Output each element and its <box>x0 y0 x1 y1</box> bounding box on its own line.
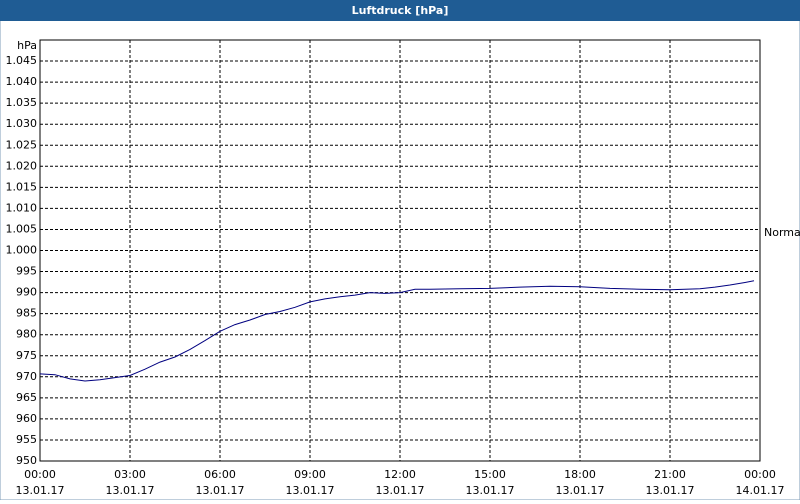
plot-area: 950 955 960 965 970 975 980 985 990 995 1.000 1.005… <box>6 39 785 497</box>
x-tick-label: 09:00 <box>294 468 326 481</box>
y-tick-label: 1.030 <box>6 117 38 130</box>
chart-title: Luftdruck [hPa] <box>352 4 449 17</box>
x-tick-label: 06:00 <box>204 468 236 481</box>
y-tick-label: 1.010 <box>6 201 38 214</box>
x-tick-date: 13.01.17 <box>16 484 65 497</box>
y-tick-label: 1.040 <box>6 75 38 88</box>
y-tick-label: 970 <box>16 370 37 383</box>
x-tick-label: 00:00 <box>24 468 56 481</box>
y-axis-label: hPa <box>17 39 37 52</box>
x-tick-label: 15:00 <box>474 468 506 481</box>
x-tick-date: 13.01.17 <box>286 484 335 497</box>
y-tick-label: 1.005 <box>6 222 38 235</box>
y-tick-label: 950 <box>16 454 37 467</box>
y-tick-label: 995 <box>16 265 37 278</box>
y-tick-label: 965 <box>16 391 37 404</box>
y-tick-label: 1.035 <box>6 96 38 109</box>
x-tick-label: 00:00 <box>744 468 776 481</box>
y-tick-label: 1.025 <box>6 138 38 151</box>
x-tick-label: 21:00 <box>654 468 686 481</box>
x-tick-label: 18:00 <box>564 468 596 481</box>
x-tick-date: 13.01.17 <box>106 484 155 497</box>
title-bar <box>0 0 800 21</box>
x-tick-date: 13.01.17 <box>196 484 245 497</box>
y-tick-label: 975 <box>16 349 37 362</box>
x-tick-date: 13.01.17 <box>556 484 605 497</box>
x-tick-date: 13.01.17 <box>376 484 425 497</box>
x-tick-label: 03:00 <box>114 468 146 481</box>
x-tick-date: 14.01.17 <box>736 484 785 497</box>
y-tick-label: 1.020 <box>6 159 38 172</box>
y-tick-label: 980 <box>16 328 37 341</box>
y-tick-label: 955 <box>16 433 37 446</box>
y-tick-label: 990 <box>16 286 37 299</box>
y-tick-label: 960 <box>16 412 37 425</box>
data-line <box>39 280 755 382</box>
annotation: Normal <box>764 226 800 239</box>
x-tick-label: 12:00 <box>384 468 416 481</box>
x-tick-date: 13.01.17 <box>466 484 515 497</box>
y-tick-label: 1.000 <box>6 244 38 257</box>
y-tick-label: 1.045 <box>6 54 38 67</box>
x-tick-date: 13.01.17 <box>646 484 695 497</box>
y-tick-label: 1.015 <box>6 180 38 193</box>
y-tick-label: 985 <box>16 307 37 320</box>
